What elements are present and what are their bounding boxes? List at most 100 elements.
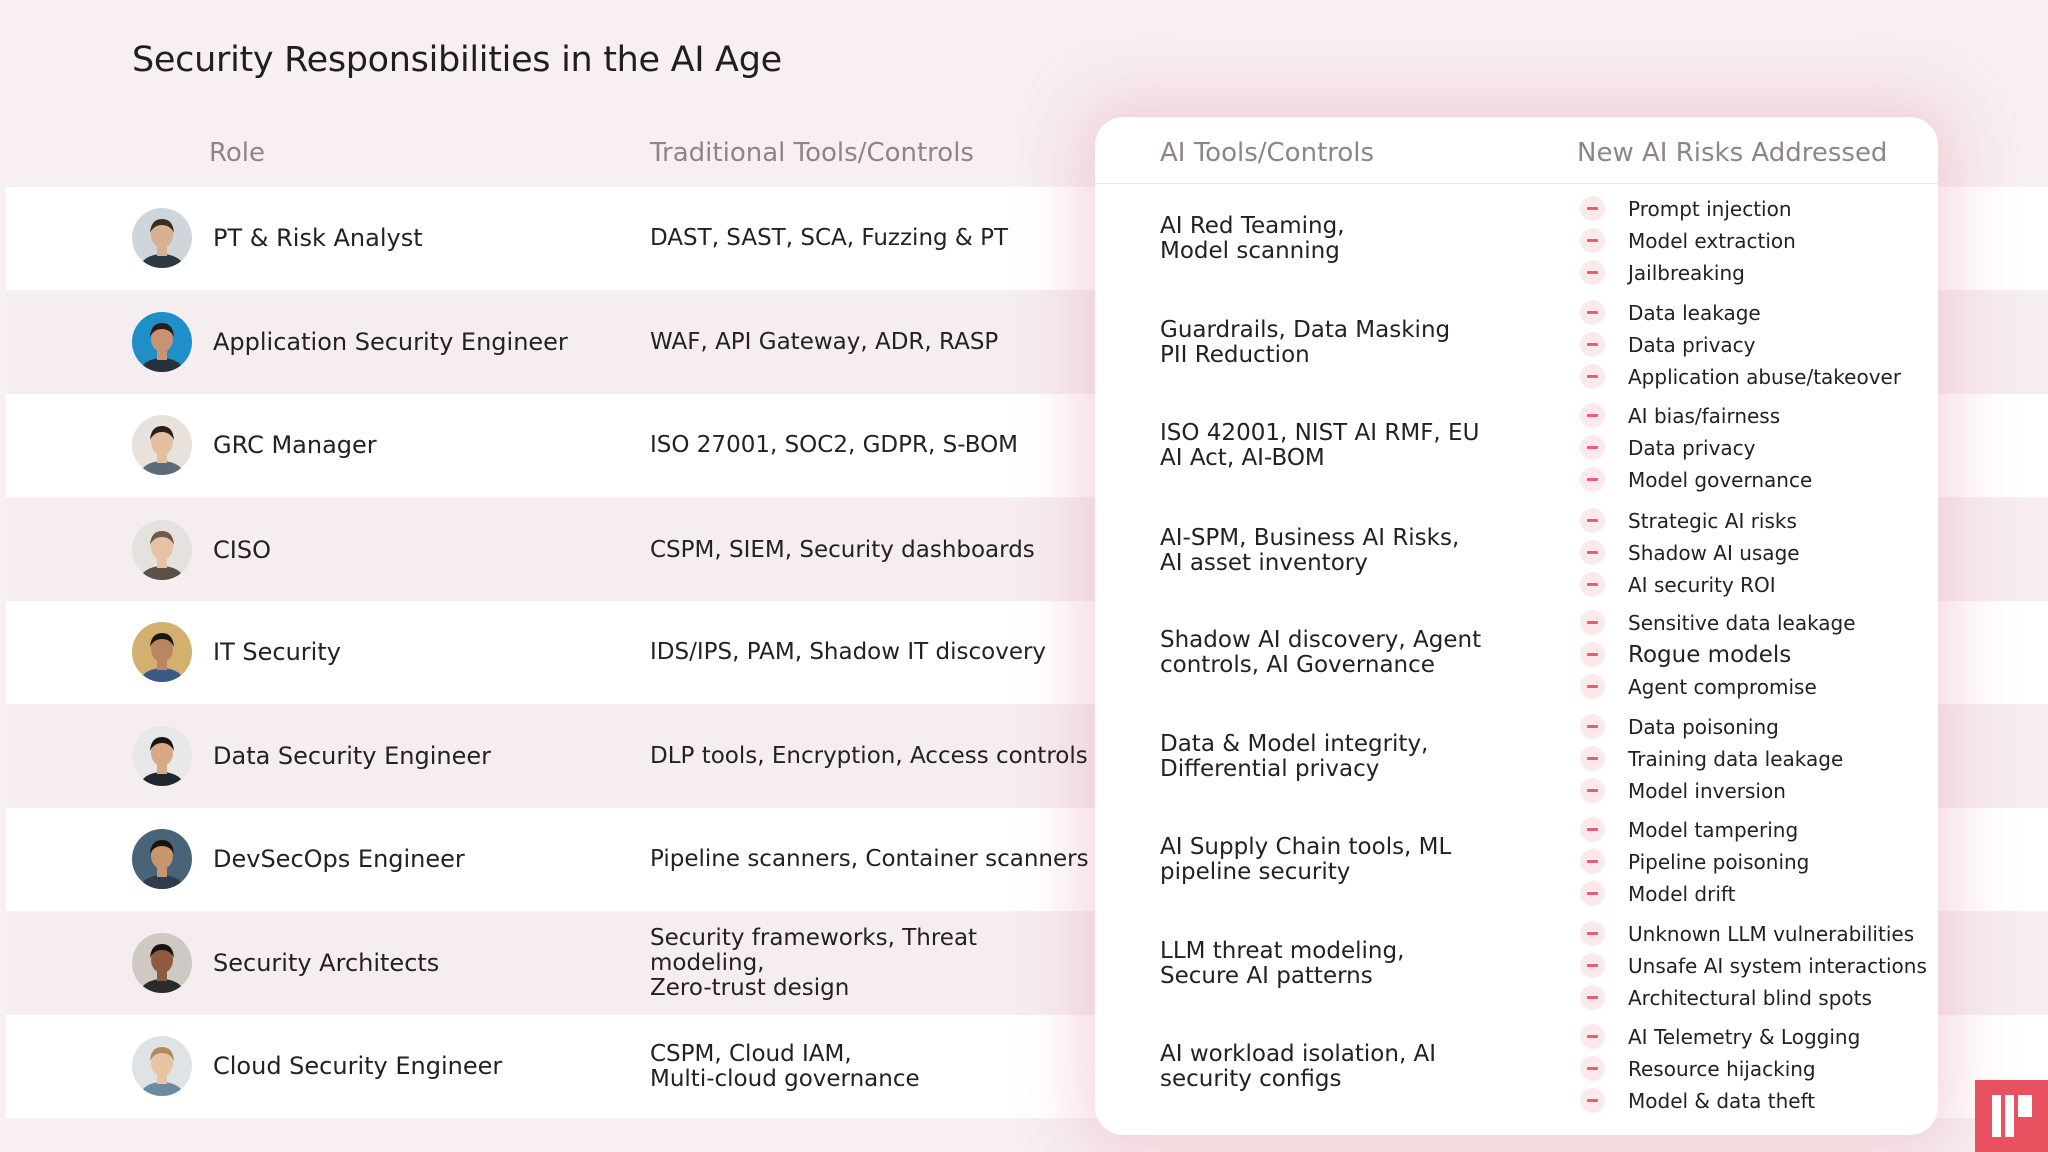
traditional-tools-text: CSPM, SIEM, Security dashboards — [650, 537, 1035, 563]
risk-item: Model & data theft — [1580, 1085, 1940, 1117]
ai-tools-text: PII Reduction — [1160, 341, 1310, 368]
risk-item: Application abuse/takeover — [1580, 361, 1940, 393]
risk-item: AI bias/fairness — [1580, 400, 1940, 432]
minus-icon — [1580, 228, 1605, 253]
ai-risks-list: Data poisoning Training data leakage Model… — [1580, 707, 1940, 810]
role-label: Security Architects — [213, 949, 440, 977]
ai-tools-text: AI Supply Chain tools, ML — [1160, 833, 1452, 860]
traditional-tools-text: DLP tools, Encryption, Access controls — [650, 743, 1088, 769]
minus-icon — [1580, 953, 1605, 978]
ai-columns-card — [1095, 117, 1938, 1135]
risk-item: AI security ROI — [1580, 569, 1940, 601]
traditional-tools-text: IDS/IPS, PAM, Shadow IT discovery — [650, 639, 1047, 665]
traditional-tools-cell: CSPM, Cloud IAM, Multi-cloud governance — [650, 1015, 1090, 1118]
risk-item: Model extraction — [1580, 225, 1940, 257]
avatar — [132, 1036, 192, 1096]
traditional-tools-text: Multi-cloud governance — [650, 1065, 920, 1092]
ai-risks-list: AI bias/fairness Data privacy Model govern… — [1580, 396, 1940, 499]
risk-item: Data leakage — [1580, 297, 1940, 329]
minus-icon — [1580, 985, 1605, 1010]
header-traditional-tools: Traditional Tools/Controls — [650, 138, 974, 168]
risk-text: Prompt injection — [1628, 196, 1792, 221]
risk-item: Model governance — [1580, 464, 1940, 496]
minus-icon — [1580, 849, 1605, 874]
risk-text: Model extraction — [1628, 228, 1796, 253]
traditional-tools-cell: WAF, API Gateway, ADR, RASP — [650, 291, 1090, 394]
risk-text: Sensitive data leakage — [1628, 610, 1856, 635]
traditional-tools-cell: Pipeline scanners, Container scanners — [650, 808, 1090, 911]
table-row: PT & Risk Analyst DAST, SAST, SCA, Fuzzin… — [0, 187, 2048, 290]
ai-tools-text: LLM threat modeling, — [1160, 937, 1405, 964]
risk-text: Data privacy — [1628, 435, 1756, 460]
risk-text: Data privacy — [1628, 332, 1756, 357]
risk-text: Model & data theft — [1628, 1088, 1816, 1113]
traditional-tools-text: Zero-trust design — [650, 975, 850, 1001]
traditional-tools-text: ISO 27001, SOC2, GDPR, S-BOM — [650, 432, 1019, 458]
risk-text: Data poisoning — [1628, 714, 1779, 739]
avatar — [132, 312, 192, 372]
minus-icon — [1580, 260, 1605, 285]
risk-text: Model governance — [1628, 467, 1813, 492]
role-label: PT & Risk Analyst — [213, 224, 423, 252]
table-row: DevSecOps Engineer Pipeline scanners, Con… — [0, 808, 2048, 911]
risk-item: Data privacy — [1580, 329, 1940, 361]
ai-risks-list: AI Telemetry & Logging Resource hijacking… — [1580, 1017, 1940, 1120]
risk-item: Unknown LLM vulnerabilities — [1580, 918, 1940, 950]
risk-item: Data poisoning — [1580, 711, 1940, 743]
ai-tools-text: Model scanning — [1160, 237, 1340, 264]
risk-item: Training data leakage — [1580, 743, 1940, 775]
role-label: DevSecOps Engineer — [213, 845, 465, 873]
risk-item: Rogue models — [1580, 639, 1940, 671]
risk-text: Shadow AI usage — [1628, 540, 1800, 565]
ai-tools-text: controls, AI Governance — [1160, 651, 1435, 678]
risk-item: Data privacy — [1580, 432, 1940, 464]
risk-item: Jailbreaking — [1580, 257, 1940, 289]
avatar — [132, 520, 192, 580]
risk-item: AI Telemetry & Logging — [1580, 1021, 1940, 1053]
brand-logo-icon — [1992, 1095, 2032, 1137]
ai-tools-cell: AI-SPM, Business AI Risks, AI asset inven… — [1160, 499, 1490, 602]
risk-item: Prompt injection — [1580, 193, 1940, 225]
minus-icon — [1580, 1024, 1605, 1049]
role-label: Data Security Engineer — [213, 742, 492, 770]
risk-item: Architectural blind spots — [1580, 982, 1940, 1014]
traditional-tools-cell: IDS/IPS, PAM, Shadow IT discovery — [650, 601, 1090, 704]
traditional-tools-text: CSPM, Cloud IAM, — [650, 1040, 852, 1067]
minus-icon — [1580, 467, 1605, 492]
role-label: CISO — [213, 536, 271, 564]
minus-icon — [1580, 921, 1605, 946]
avatar — [132, 933, 192, 993]
risk-text: Unknown LLM vulnerabilities — [1628, 921, 1915, 946]
header-ai-tools: AI Tools/Controls — [1160, 138, 1375, 168]
table-row: GRC Manager ISO 27001, SOC2, GDPR, S-BOM I… — [0, 394, 2048, 497]
minus-icon — [1580, 403, 1605, 428]
risk-text: Data leakage — [1628, 300, 1761, 325]
ai-tools-text: security configs — [1160, 1065, 1342, 1092]
ai-tools-cell: ISO 42001, NIST AI RMF, EU AI Act, AI-BOM — [1160, 394, 1490, 497]
risk-item: Resource hijacking — [1580, 1053, 1940, 1085]
brand-logo — [1975, 1080, 2048, 1152]
avatar — [132, 208, 192, 268]
ai-tools-cell: AI Red Teaming, Model scanning — [1160, 187, 1490, 290]
traditional-tools-cell: DAST, SAST, SCA, Fuzzing & PT — [650, 187, 1090, 290]
ai-tools-cell: Data & Model integrity, Differential priv… — [1160, 705, 1490, 808]
traditional-tools-text: Pipeline scanners, Container scanners — [650, 846, 1089, 872]
risk-text: Model tampering — [1628, 817, 1799, 842]
ai-tools-cell: AI workload isolation, AI security config… — [1160, 1015, 1490, 1118]
ai-risks-list: Unknown LLM vulnerabilities Unsafe AI sys… — [1580, 914, 1940, 1017]
minus-icon — [1580, 435, 1605, 460]
ai-tools-text: AI Red Teaming, — [1160, 212, 1345, 239]
ai-tools-text: pipeline security — [1160, 858, 1351, 885]
risk-text: Rogue models — [1628, 641, 1792, 668]
table-row: Security Architects Security frameworks, … — [0, 912, 2048, 1015]
traditional-tools-cell: ISO 27001, SOC2, GDPR, S-BOM — [650, 394, 1090, 497]
risk-text: Architectural blind spots — [1628, 985, 1872, 1010]
risk-text: Model inversion — [1628, 778, 1786, 803]
role-label: Cloud Security Engineer — [213, 1052, 503, 1080]
ai-risks-list: Model tampering Pipeline poisoning Model d… — [1580, 810, 1940, 913]
minus-icon — [1580, 714, 1605, 739]
risk-item: Shadow AI usage — [1580, 537, 1940, 569]
traditional-tools-cell: DLP tools, Encryption, Access controls — [650, 705, 1090, 808]
table-row: Application Security Engineer WAF, API Ga… — [0, 291, 2048, 394]
ai-risks-list: Prompt injection Model extraction Jailbrea… — [1580, 189, 1940, 292]
